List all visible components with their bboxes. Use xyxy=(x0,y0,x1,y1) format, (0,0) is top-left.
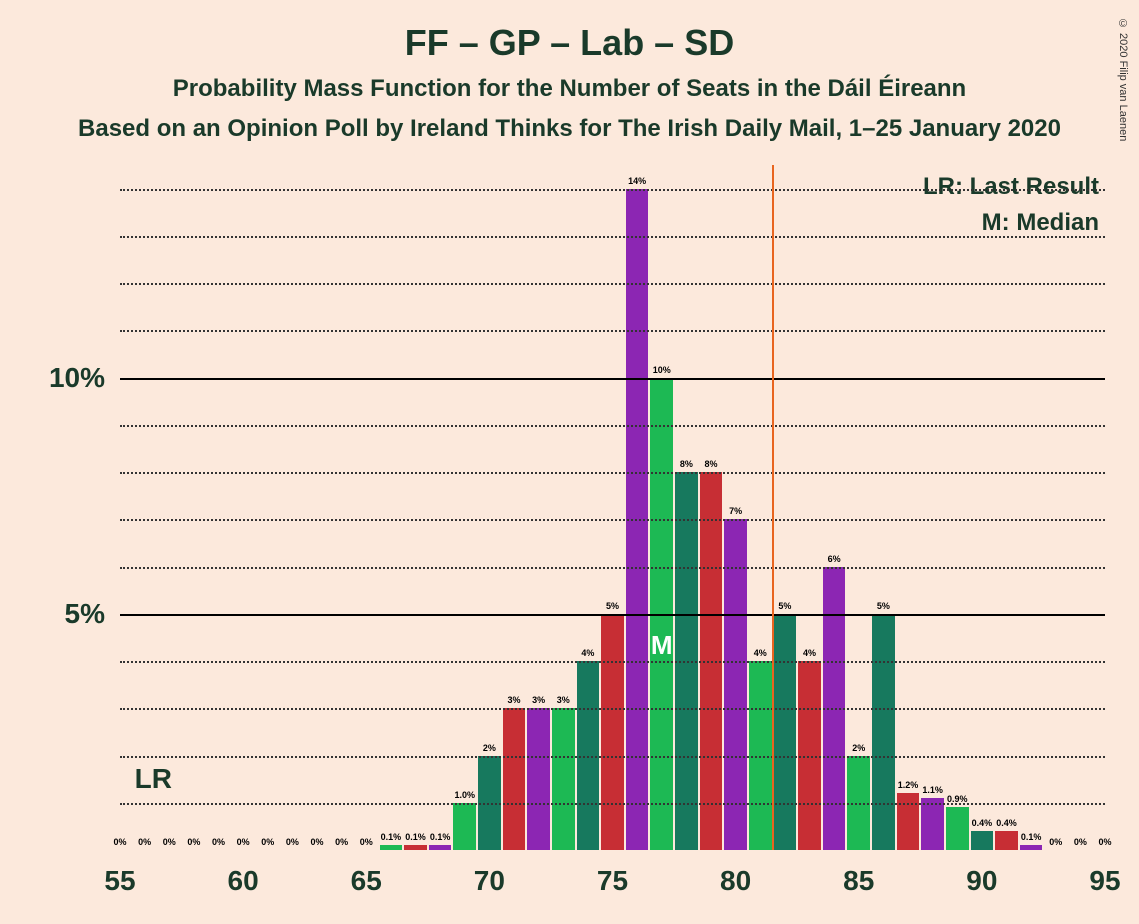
bar-value-label: 0% xyxy=(187,837,200,847)
bar xyxy=(1020,845,1043,850)
bar-value-label: 2% xyxy=(852,743,865,753)
gridline xyxy=(120,661,1105,663)
bar-value-label: 4% xyxy=(754,648,767,658)
bar-value-label: 0% xyxy=(360,837,373,847)
gridline xyxy=(120,803,1105,805)
bars-layer: 0%0%0%0%0%0%0%0%0%0%0%0.1%0.1%0.1%1.0%2%… xyxy=(120,165,1105,850)
bar xyxy=(774,614,797,850)
bar-value-label: 0.4% xyxy=(972,818,993,828)
bar-value-label: 1.2% xyxy=(898,780,919,790)
bar-value-label: 5% xyxy=(606,601,619,611)
x-axis-tick-label: 65 xyxy=(351,865,382,897)
x-axis-tick-label: 85 xyxy=(843,865,874,897)
gridline xyxy=(120,236,1105,238)
bar xyxy=(429,845,452,850)
bar-value-label: 4% xyxy=(803,648,816,658)
bar-value-label: 0% xyxy=(163,837,176,847)
bar xyxy=(872,614,895,850)
gridline xyxy=(120,614,1105,616)
bar xyxy=(453,803,476,850)
bar xyxy=(404,845,427,850)
gridline xyxy=(120,189,1105,191)
bar xyxy=(503,708,526,850)
bar-value-label: 0% xyxy=(113,837,126,847)
bar-value-label: 0.1% xyxy=(1021,832,1042,842)
gridline xyxy=(120,519,1105,521)
bar-value-label: 8% xyxy=(704,459,717,469)
bar xyxy=(921,798,944,850)
lr-label: LR xyxy=(135,763,172,795)
gridline xyxy=(120,378,1105,380)
bar-value-label: 1.0% xyxy=(454,790,475,800)
chart-title: FF – GP – Lab – SD xyxy=(0,22,1139,64)
bar-value-label: 0% xyxy=(261,837,274,847)
bar-value-label: 7% xyxy=(729,506,742,516)
bar-value-label: 0.1% xyxy=(430,832,451,842)
bar-value-label: 5% xyxy=(778,601,791,611)
bar-value-label: 4% xyxy=(581,648,594,658)
bar-value-label: 0% xyxy=(335,837,348,847)
bar-value-label: 0% xyxy=(1049,837,1062,847)
gridline xyxy=(120,708,1105,710)
x-axis-tick-label: 70 xyxy=(474,865,505,897)
chart-subtitle-2: Based on an Opinion Poll by Ireland Thin… xyxy=(0,115,1139,143)
bar xyxy=(946,807,969,850)
bar-value-label: 0% xyxy=(237,837,250,847)
x-axis-tick-label: 55 xyxy=(104,865,135,897)
gridline xyxy=(120,425,1105,427)
bar-value-label: 3% xyxy=(557,695,570,705)
x-axis-tick-label: 90 xyxy=(966,865,997,897)
median-label: M xyxy=(651,630,673,661)
gridline xyxy=(120,330,1105,332)
bar-value-label: 0% xyxy=(310,837,323,847)
bar-value-label: 14% xyxy=(628,176,646,186)
bar xyxy=(971,831,994,850)
bar-value-label: 6% xyxy=(828,554,841,564)
chart-subtitle-1: Probability Mass Function for the Number… xyxy=(0,75,1139,103)
bar-value-label: 3% xyxy=(507,695,520,705)
gridline xyxy=(120,567,1105,569)
plot-area: LR: Last Result M: Median 0%0%0%0%0%0%0%… xyxy=(120,165,1105,850)
bar xyxy=(552,708,575,850)
bar-value-label: 0.1% xyxy=(381,832,402,842)
bar xyxy=(601,614,624,850)
chart-container: FF – GP – Lab – SD Probability Mass Func… xyxy=(0,0,1139,924)
bar xyxy=(527,708,550,850)
median-line xyxy=(772,165,774,850)
bar xyxy=(380,845,403,850)
bar xyxy=(995,831,1018,850)
gridline xyxy=(120,472,1105,474)
bar-value-label: 5% xyxy=(877,601,890,611)
copyright-text: © 2020 Filip van Laenen xyxy=(1117,18,1129,141)
bar-value-label: 0.4% xyxy=(996,818,1017,828)
bar-value-label: 0% xyxy=(286,837,299,847)
gridline xyxy=(120,283,1105,285)
bar-value-label: 2% xyxy=(483,743,496,753)
x-axis-tick-label: 80 xyxy=(720,865,751,897)
y-axis-tick-label: 10% xyxy=(49,362,105,394)
bar xyxy=(724,519,747,850)
bar-value-label: 0% xyxy=(212,837,225,847)
gridline xyxy=(120,756,1105,758)
bar-value-label: 1.1% xyxy=(922,785,943,795)
bar-value-label: 0% xyxy=(1098,837,1111,847)
x-axis-tick-label: 60 xyxy=(228,865,259,897)
bar-value-label: 0.1% xyxy=(405,832,426,842)
bar-value-label: 0% xyxy=(1074,837,1087,847)
bar-value-label: 8% xyxy=(680,459,693,469)
bar-value-label: 0% xyxy=(138,837,151,847)
bar-value-label: 10% xyxy=(653,365,671,375)
x-axis-tick-label: 75 xyxy=(597,865,628,897)
x-axis-tick-label: 95 xyxy=(1089,865,1120,897)
y-axis-tick-label: 5% xyxy=(65,598,105,630)
bar-value-label: 3% xyxy=(532,695,545,705)
